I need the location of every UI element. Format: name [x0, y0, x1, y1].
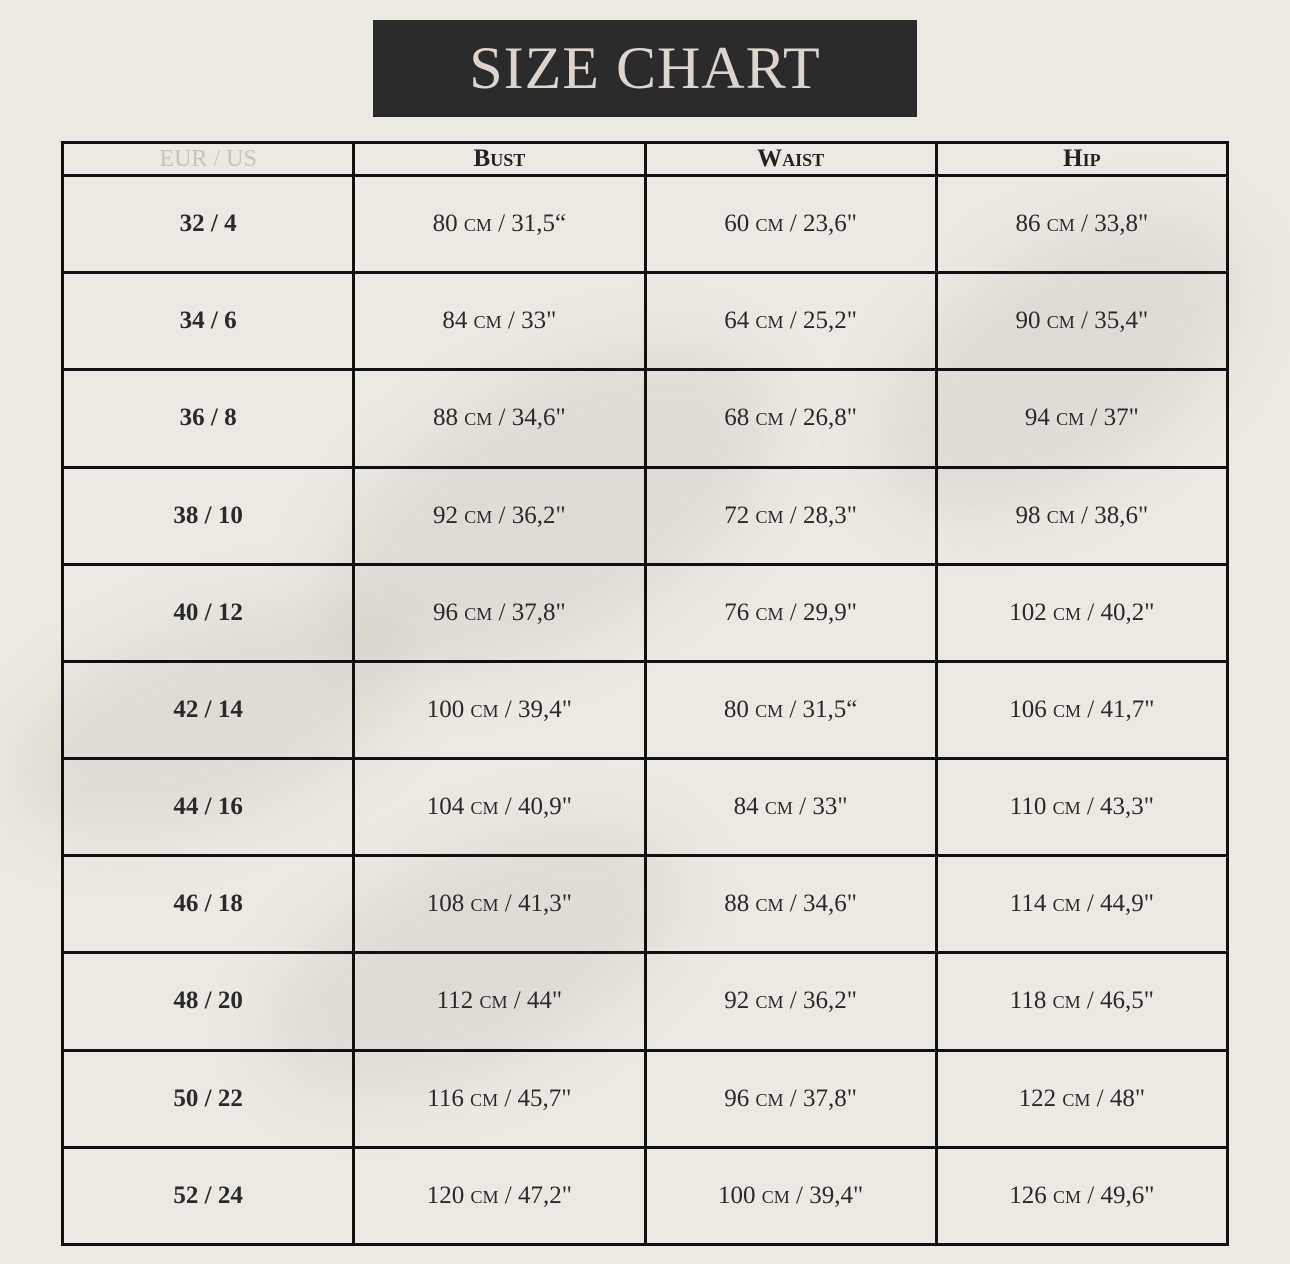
size-cell: 36 / 8	[60, 368, 356, 469]
size-cell: 50 / 22	[60, 1048, 356, 1149]
table-row: 46 / 18 108 cm / 41,3" 88 cm / 34,6" 114 cm…	[60, 854, 1230, 955]
bust-cell: 96 cm / 37,8"	[352, 562, 647, 663]
bust-cell: 100 cm / 39,4"	[352, 659, 647, 761]
size-cell: 38 / 10	[60, 465, 356, 566]
size-cell: 34 / 6	[60, 271, 356, 372]
hip-cell: 94 cm / 37"	[934, 368, 1230, 469]
bust-cell: 120 cm / 47,2"	[352, 1145, 647, 1247]
size-cell: 32 / 4	[60, 173, 356, 275]
size-cell: 40 / 12	[60, 562, 356, 663]
header-eur-us: EUR / US	[60, 141, 356, 177]
table-row: 44 / 16 104 cm / 40,9" 84 cm / 33" 110 cm /…	[60, 757, 1230, 858]
size-chart-table: EUR / US Bust Waist Hip 32 / 4 80 cm / 31…	[60, 141, 1230, 1247]
waist-cell: 92 cm / 36,2"	[643, 951, 938, 1052]
size-cell: 42 / 14	[60, 659, 356, 761]
waist-cell: 72 cm / 28,3"	[643, 465, 938, 566]
waist-cell: 84 cm / 33"	[643, 757, 938, 858]
hip-cell: 126 cm / 49,6"	[934, 1145, 1230, 1247]
bust-cell: 84 cm / 33"	[352, 271, 647, 372]
table-row: 50 / 22 116 cm / 45,7" 96 cm / 37,8" 122 cm…	[60, 1048, 1230, 1149]
bust-cell: 108 cm / 41,3"	[352, 854, 647, 955]
hip-cell: 86 cm / 33,8"	[934, 173, 1230, 275]
hip-cell: 110 cm / 43,3"	[934, 757, 1230, 858]
size-cell: 44 / 16	[60, 757, 356, 858]
header-waist: Waist	[643, 141, 938, 177]
bust-cell: 88 cm / 34,6"	[352, 368, 647, 469]
hip-cell: 122 cm / 48"	[934, 1048, 1230, 1149]
size-cell: 52 / 24	[60, 1145, 356, 1247]
table-row: 48 / 20 112 cm / 44" 92 cm / 36,2" 118 cm /…	[60, 951, 1230, 1052]
bust-cell: 104 cm / 40,9"	[352, 757, 647, 858]
title-banner: SIZE CHART	[373, 20, 917, 117]
hip-cell: 114 cm / 44,9"	[934, 854, 1230, 955]
header-row: EUR / US Bust Waist Hip	[60, 141, 1230, 177]
hip-cell: 90 cm / 35,4"	[934, 271, 1230, 372]
size-cell: 48 / 20	[60, 951, 356, 1052]
waist-cell: 88 cm / 34,6"	[643, 854, 938, 955]
bust-cell: 80 cm / 31,5“	[352, 173, 647, 275]
hip-cell: 118 cm / 46,5"	[934, 951, 1230, 1052]
size-cell: 46 / 18	[60, 854, 356, 955]
bust-cell: 92 cm / 36,2"	[352, 465, 647, 566]
table-row: 38 / 10 92 cm / 36,2" 72 cm / 28,3" 98 cm /…	[60, 465, 1230, 566]
hip-cell: 106 cm / 41,7"	[934, 659, 1230, 761]
page-title: SIZE CHART	[469, 35, 821, 101]
waist-cell: 64 cm / 25,2"	[643, 271, 938, 372]
waist-cell: 68 cm / 26,8"	[643, 368, 938, 469]
waist-cell: 80 cm / 31,5“	[643, 659, 938, 761]
table-row: 42 / 14 100 cm / 39,4" 80 cm / 31,5“ 106 cm…	[60, 659, 1230, 761]
hip-cell: 98 cm / 38,6"	[934, 465, 1230, 566]
waist-cell: 76 cm / 29,9"	[643, 562, 938, 663]
hip-cell: 102 cm / 40,2"	[934, 562, 1230, 663]
table-row: 36 / 8 88 cm / 34,6" 68 cm / 26,8" 94 cm / …	[60, 368, 1230, 469]
table-row: 52 / 24 120 cm / 47,2" 100 cm / 39,4" 126 c…	[60, 1145, 1230, 1247]
waist-cell: 96 cm / 37,8"	[643, 1048, 938, 1149]
header-bust: Bust	[352, 141, 647, 177]
waist-cell: 100 cm / 39,4"	[643, 1145, 938, 1247]
table-row: 34 / 6 84 cm / 33" 64 cm / 25,2" 90 cm / 35…	[60, 271, 1230, 372]
table-row: 32 / 4 80 cm / 31,5“ 60 cm / 23,6" 86 cm / …	[60, 173, 1230, 275]
header-hip: Hip	[934, 141, 1230, 177]
waist-cell: 60 cm / 23,6"	[643, 173, 938, 275]
bust-cell: 116 cm / 45,7"	[352, 1048, 647, 1149]
bust-cell: 112 cm / 44"	[352, 951, 647, 1052]
table-row: 40 / 12 96 cm / 37,8" 76 cm / 29,9" 102 cm …	[60, 562, 1230, 663]
